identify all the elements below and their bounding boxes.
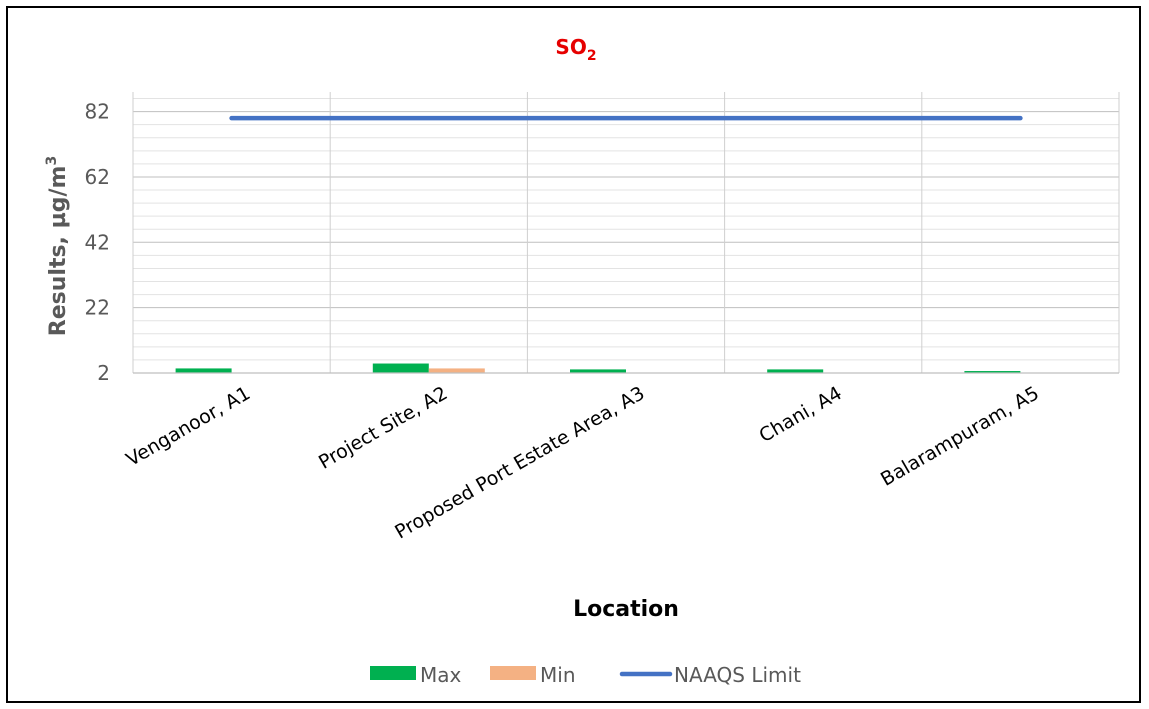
legend-label: NAAQS Limit — [674, 663, 801, 687]
y-axis-title: Results, µg/m3 — [44, 156, 71, 336]
chart-title-main: SO — [555, 35, 586, 59]
bar-max — [372, 363, 429, 373]
y-tick-label: 62 — [85, 165, 110, 189]
grid-lines — [132, 92, 1120, 374]
chart-title: SO2 — [555, 35, 596, 64]
bar-marks — [175, 363, 1021, 373]
x-category-label: Chani, A4 — [756, 382, 846, 447]
y-axis-title-main: Results, µg/m — [46, 166, 71, 337]
bar-max — [570, 369, 626, 373]
y-axis-title-superscript: 3 — [44, 156, 60, 166]
x-category-label: Balarampuram, A5 — [877, 382, 1043, 490]
x-axis-title: Location — [573, 597, 679, 622]
chart-frame: SO2 2 22 42 62 82 Venganoor, A1 Project Site,… — [6, 6, 1141, 703]
y-tick-label: 2 — [97, 361, 110, 385]
legend-label: Min — [540, 663, 576, 687]
x-category-label: Project Site, A2 — [315, 382, 451, 473]
x-category-label: Venganoor, A1 — [123, 382, 255, 471]
legend-swatch-max — [370, 666, 416, 680]
bar-max — [964, 371, 1021, 373]
bar-min — [428, 368, 485, 373]
y-tick-label: 82 — [85, 100, 110, 124]
y-tick-label: 22 — [85, 296, 110, 320]
legend: Max Min NAAQS Limit — [370, 663, 801, 687]
bar-max — [767, 369, 824, 373]
legend-label: Max — [420, 663, 462, 687]
bar-max — [175, 368, 232, 373]
y-tick-label: 42 — [85, 230, 110, 254]
chart-title-subscript: 2 — [587, 48, 597, 64]
legend-swatch-min — [490, 666, 536, 680]
